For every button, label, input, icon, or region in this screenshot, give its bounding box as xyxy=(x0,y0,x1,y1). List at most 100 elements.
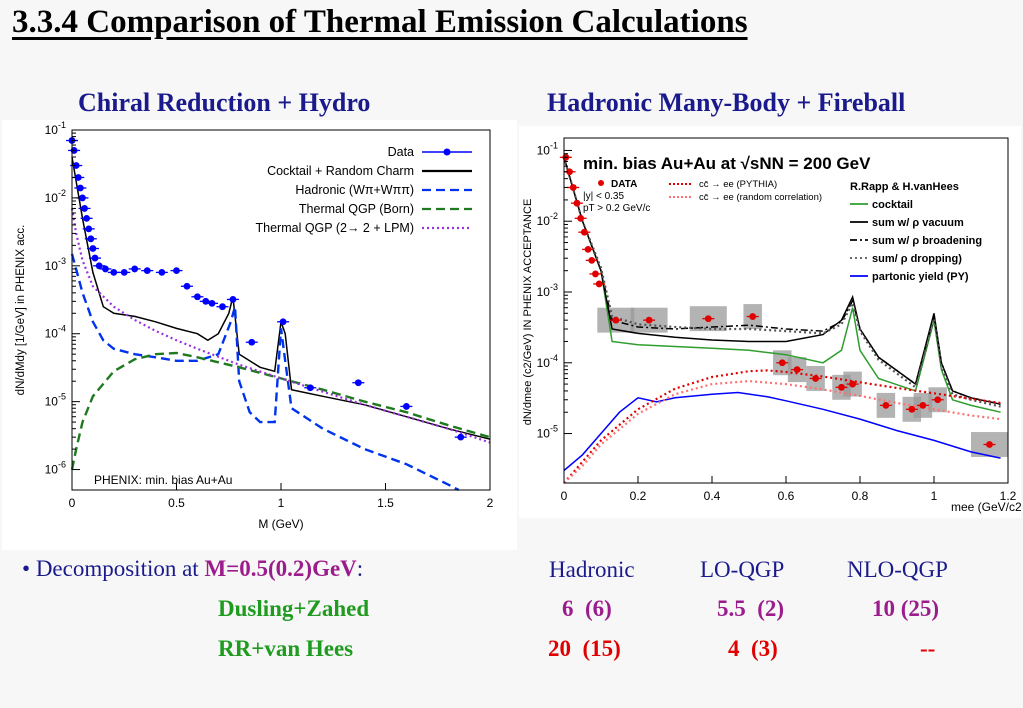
legend-label: Data xyxy=(388,145,414,159)
x-tick-label: 0.4 xyxy=(704,489,721,503)
y-tick-label: 10-5 xyxy=(537,424,558,441)
data-point xyxy=(79,194,86,202)
cell-dz-hadronic: 6 (6) xyxy=(562,596,612,621)
data-point xyxy=(704,315,712,323)
left-chart: 0 0.5 1 1.5 2 10-1 10-2 10-3 10-4 10-5 10-6 M (GeV… xyxy=(15,120,494,531)
data-point xyxy=(248,338,256,346)
data-point xyxy=(85,225,93,233)
legend-label: sum w/ ρ vacuum xyxy=(872,217,964,229)
data-point xyxy=(87,235,95,243)
bullet: • xyxy=(22,556,31,581)
cut-label: |y| < 0.35 xyxy=(583,191,624,202)
x-tick-label: 1.5 xyxy=(377,496,394,510)
decomposition-lead: Decomposition at xyxy=(35,556,199,581)
data-point xyxy=(173,267,180,275)
data-point xyxy=(83,214,91,222)
right-heading: Hadronic Many-Body + Fireball xyxy=(547,88,906,117)
data-point xyxy=(908,405,916,413)
legend-label: Thermal QGP (2→ 2 + LPM) xyxy=(256,221,415,235)
charm-legend-label: cc̄ → ee (random correlation) xyxy=(699,192,822,203)
right-x-axis-label: mee (GeV/c2) xyxy=(951,500,1021,514)
data-point xyxy=(143,267,151,275)
data-point xyxy=(457,433,465,441)
y-tick-label: 10-3 xyxy=(537,282,558,299)
legend-label: sum w/ ρ broadening xyxy=(872,235,982,247)
data-legend-marker xyxy=(598,180,604,186)
y-tick-label: 10-2 xyxy=(45,188,66,205)
data-point xyxy=(986,441,993,448)
author-label: R.Rapp & H.vanHees xyxy=(850,181,959,193)
series-line xyxy=(563,391,1001,472)
data-legend-label: DATA xyxy=(611,179,637,190)
data-point xyxy=(793,366,801,374)
legend-marker xyxy=(443,148,451,156)
data-point xyxy=(120,269,128,276)
data-point xyxy=(749,313,757,320)
data-point xyxy=(131,265,139,273)
data-point xyxy=(183,282,191,290)
data-point xyxy=(279,318,287,326)
y-tick-label: 10-4 xyxy=(45,324,66,341)
cell-rr-lo-qgp: 4 (3) xyxy=(728,636,778,661)
data-point xyxy=(76,184,84,192)
data-point xyxy=(219,303,226,311)
series-line xyxy=(563,379,1001,484)
data-point xyxy=(812,375,819,382)
data-point xyxy=(849,380,856,388)
data-point xyxy=(102,265,109,273)
x-tick-label: 0.8 xyxy=(852,489,869,503)
data-point xyxy=(573,199,581,207)
data-point xyxy=(592,270,599,278)
x-tick-label: 0.5 xyxy=(168,496,185,510)
data-point xyxy=(354,379,362,387)
data-point xyxy=(645,316,653,324)
data-point xyxy=(194,293,201,301)
x-tick-label: 1.2 xyxy=(1000,489,1017,503)
series-line xyxy=(70,351,491,470)
data-point xyxy=(306,384,314,392)
data-point xyxy=(778,359,786,367)
legend-label: Cocktail + Random Charm xyxy=(267,164,414,178)
y-tick-label: 10-4 xyxy=(537,353,558,370)
data-point xyxy=(208,299,216,307)
data-point xyxy=(577,214,585,222)
data-point xyxy=(158,269,166,276)
series-line xyxy=(563,157,1001,405)
x-tick-label: 1 xyxy=(931,489,938,503)
y-tick-label: 10-1 xyxy=(537,140,558,157)
series-line xyxy=(70,253,460,492)
left-chart-panel: 0 0.5 1 1.5 2 10-1 10-2 10-3 10-4 10-5 10-6 M (GeV… xyxy=(2,120,517,550)
data-point xyxy=(919,401,927,409)
header-nlo-qgp: NLO-QGP xyxy=(847,557,948,582)
data-point xyxy=(81,205,88,212)
data-point xyxy=(612,316,620,324)
right-chart-title: min. bias Au+Au at √sNN = 200 GeV xyxy=(583,154,871,173)
x-tick-label: 0.2 xyxy=(630,489,647,503)
right-chart-panel: 0 0.2 0.4 0.6 0.8 1 1.2 10-1 10-2 10-3 10-4 10-5 me… xyxy=(519,126,1023,518)
x-tick-label: 2 xyxy=(487,496,494,510)
header-hadronic: Hadronic xyxy=(549,557,635,582)
row-label-rr-van-hees: RR+van Hees xyxy=(218,636,354,661)
legend-label: cocktail xyxy=(872,199,913,211)
y-tick-label: 10-2 xyxy=(537,211,558,228)
decomposition-line: • Decomposition at M=0.5(0.2)GeV: xyxy=(22,556,363,582)
y-tick-label: 10-3 xyxy=(45,256,66,273)
legend-label: sum/ ρ dropping) xyxy=(872,253,962,265)
data-point xyxy=(91,254,99,262)
left-heading: Chiral Reduction + Hydro xyxy=(78,88,371,117)
left-annotation: PHENIX: min. bias Au+Au xyxy=(94,473,232,487)
slide-title: 3.3.4 Comparison of Thermal Emission Cal… xyxy=(12,4,748,40)
cell-rr-nlo-qgp: -- xyxy=(920,636,936,661)
data-point xyxy=(569,184,577,191)
legend-label: Hadronic (Wπ+Wππ) xyxy=(295,183,414,197)
cut-label: pT > 0.2 GeV/c xyxy=(583,203,650,214)
data-point xyxy=(110,269,118,276)
data-point xyxy=(566,168,573,176)
x-tick-label: 0 xyxy=(69,496,76,510)
y-tick-label: 10-6 xyxy=(45,460,66,477)
y-tick-label: 10-5 xyxy=(45,392,66,409)
data-point xyxy=(584,245,592,253)
x-tick-label: 0 xyxy=(561,489,568,503)
data-point xyxy=(89,245,97,252)
series-line xyxy=(71,156,491,440)
